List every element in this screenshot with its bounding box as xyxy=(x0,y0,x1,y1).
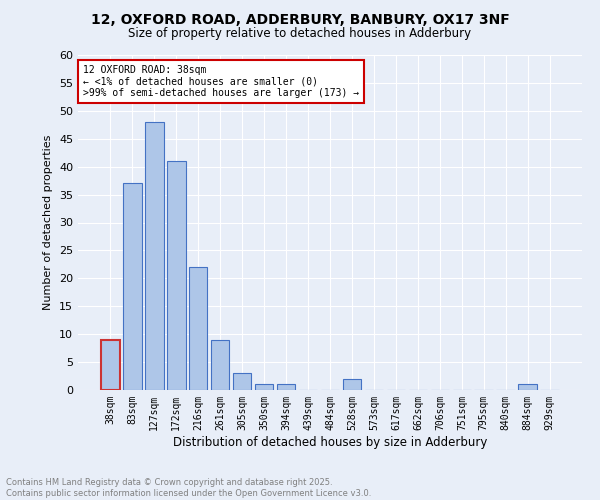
Bar xyxy=(101,340,119,390)
Bar xyxy=(255,384,274,390)
Bar xyxy=(277,384,295,390)
Text: Contains HM Land Registry data © Crown copyright and database right 2025.
Contai: Contains HM Land Registry data © Crown c… xyxy=(6,478,371,498)
X-axis label: Distribution of detached houses by size in Adderbury: Distribution of detached houses by size … xyxy=(173,436,487,448)
Bar xyxy=(233,373,251,390)
Text: 12, OXFORD ROAD, ADDERBURY, BANBURY, OX17 3NF: 12, OXFORD ROAD, ADDERBURY, BANBURY, OX1… xyxy=(91,12,509,26)
Bar xyxy=(211,340,229,390)
Text: 12 OXFORD ROAD: 38sqm
← <1% of detached houses are smaller (0)
>99% of semi-deta: 12 OXFORD ROAD: 38sqm ← <1% of detached … xyxy=(83,65,359,98)
Bar xyxy=(189,267,208,390)
Text: Size of property relative to detached houses in Adderbury: Size of property relative to detached ho… xyxy=(128,28,472,40)
Bar xyxy=(145,122,164,390)
Bar xyxy=(518,384,537,390)
Bar xyxy=(167,161,185,390)
Y-axis label: Number of detached properties: Number of detached properties xyxy=(43,135,53,310)
Bar xyxy=(123,184,142,390)
Bar xyxy=(343,379,361,390)
